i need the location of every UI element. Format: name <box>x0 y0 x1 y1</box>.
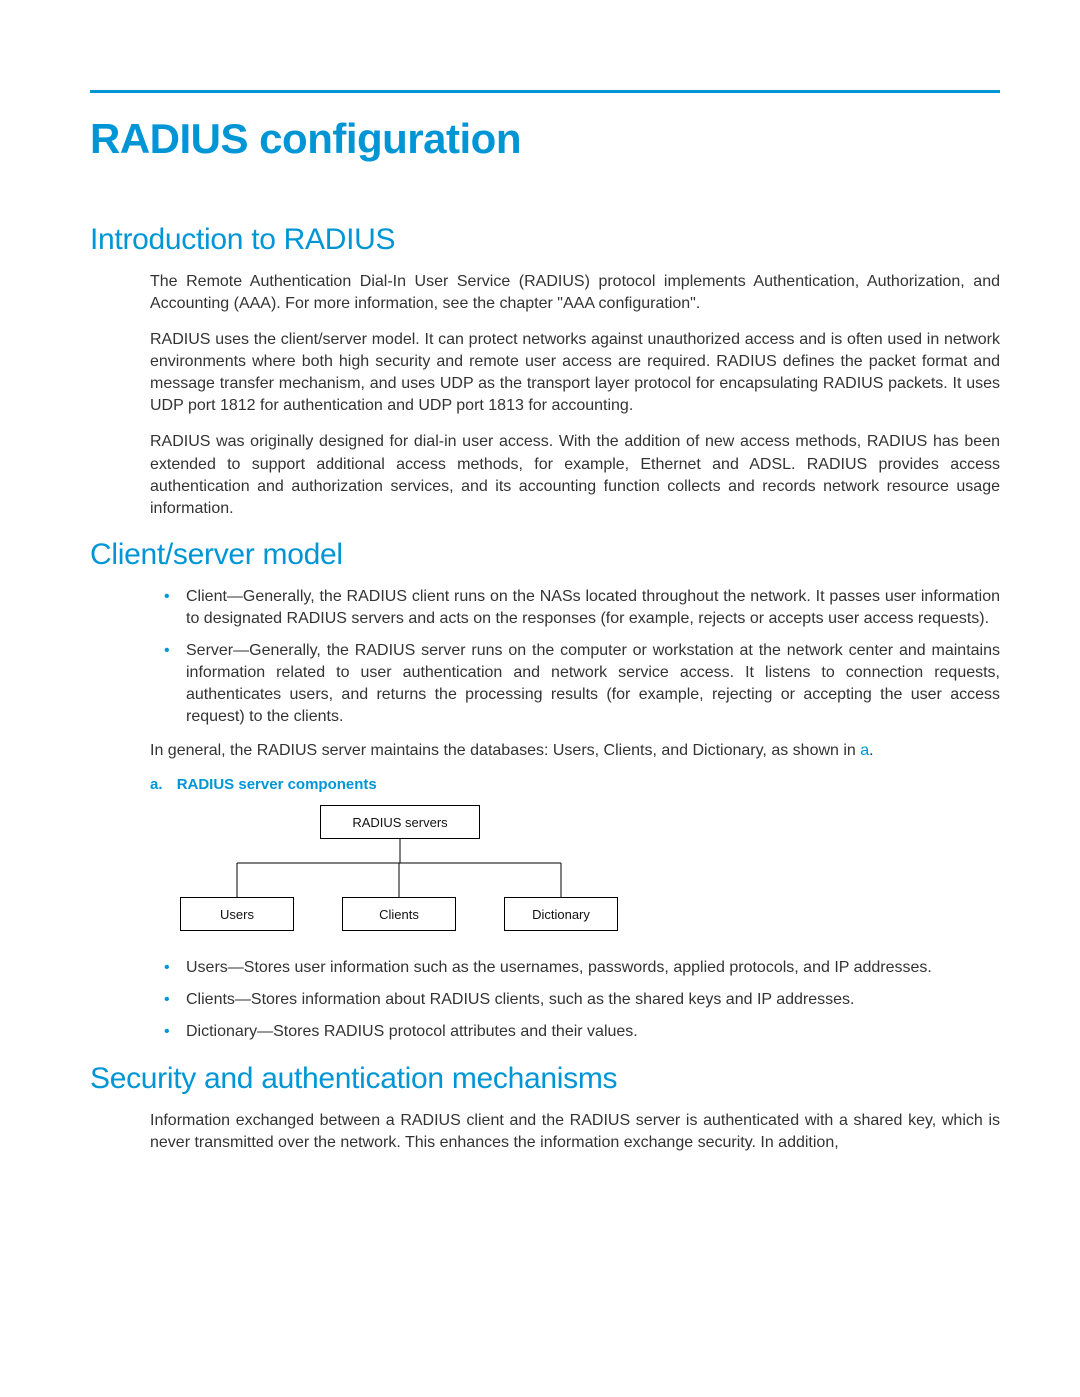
diagram-node-top: RADIUS servers <box>320 805 480 839</box>
list-item: Client—Generally, the RADIUS client runs… <box>150 586 1000 630</box>
client-server-after-para: In general, the RADIUS server maintains … <box>150 740 1000 762</box>
diagram-node-users: Users <box>180 897 294 931</box>
figure-caption-text: RADIUS server components <box>177 776 377 793</box>
page-title: RADIUS configuration <box>90 115 1000 163</box>
top-rule <box>90 90 1000 93</box>
list-item: Clients—Stores information about RADIUS … <box>150 989 1000 1011</box>
figure-ref-link[interactable]: a <box>860 742 869 759</box>
figure-diagram: RADIUS servers Users Clients Dictionary <box>170 805 630 935</box>
list-item: Server—Generally, the RADIUS server runs… <box>150 640 1000 728</box>
diagram-node-dict: Dictionary <box>504 897 618 931</box>
section-heading-security: Security and authentication mechanisms <box>90 1062 1000 1096</box>
components-bullets: Users—Stores user information such as th… <box>150 957 1000 1043</box>
client-server-bullets: Client—Generally, the RADIUS client runs… <box>150 586 1000 728</box>
intro-para-1: The Remote Authentication Dial-In User S… <box>150 271 1000 315</box>
section-heading-intro: Introduction to RADIUS <box>90 223 1000 257</box>
list-item: Dictionary—Stores RADIUS protocol attrib… <box>150 1021 1000 1043</box>
list-item: Users—Stores user information such as th… <box>150 957 1000 979</box>
para-text: In general, the RADIUS server maintains … <box>150 742 860 759</box>
section-heading-client-server: Client/server model <box>90 538 1000 572</box>
diagram-node-clients: Clients <box>342 897 456 931</box>
para-suffix: . <box>869 742 873 759</box>
security-para-1: Information exchanged between a RADIUS c… <box>150 1110 1000 1154</box>
intro-para-3: RADIUS was originally designed for dial-… <box>150 431 1000 519</box>
intro-para-2: RADIUS uses the client/server model. It … <box>150 329 1000 417</box>
figure-letter: a. <box>150 776 163 793</box>
figure-caption: a. RADIUS server components <box>150 776 1000 793</box>
